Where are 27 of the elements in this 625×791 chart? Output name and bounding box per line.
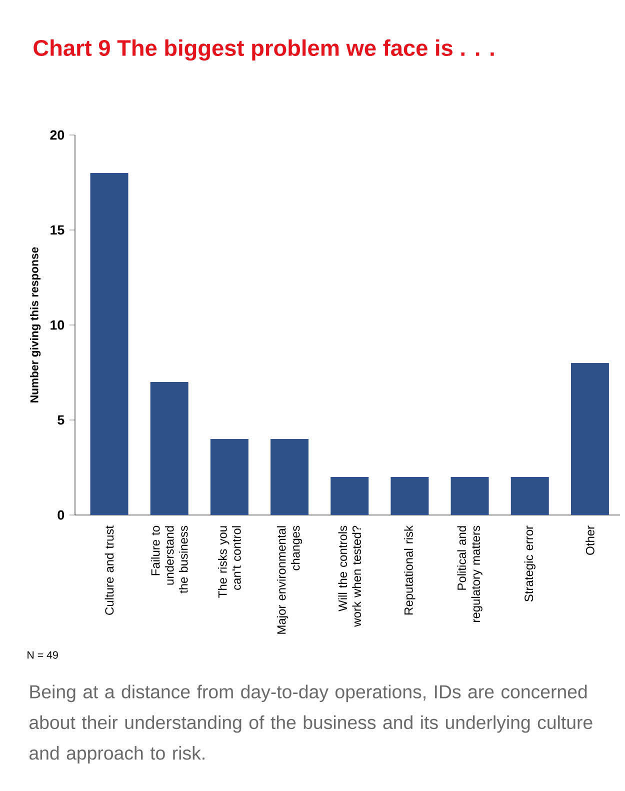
bar: [330, 477, 369, 516]
bar: [90, 173, 128, 516]
x-tick-label: Other: [586, 526, 594, 555]
y-tick-label: 5: [58, 415, 64, 425]
bar: [450, 477, 489, 516]
bar: [210, 439, 248, 516]
bar: [390, 477, 429, 516]
y-tick-label: 15: [50, 225, 64, 235]
bar: [270, 439, 309, 516]
bar: [150, 382, 188, 516]
x-tick-label: Strategic error: [524, 526, 536, 602]
y-tick-label: 0: [58, 510, 64, 520]
chart-title: Chart 9 The biggest problem we face is . . .: [34, 39, 494, 61]
bar: [570, 363, 609, 516]
y-axis-title: Number giving this response: [30, 247, 41, 402]
text: N = 49: [28, 651, 58, 659]
x-tick-label: Reputational risk: [404, 525, 416, 614]
y-tick-label: 10: [50, 320, 64, 330]
x-tick-label: The risks you can't control: [218, 526, 241, 598]
x-tick-label: Failure to understand the business: [150, 526, 188, 594]
bar: [510, 477, 549, 516]
x-tick-label: Political and regulatory matters: [457, 526, 482, 622]
y-tick-label: 20: [50, 130, 64, 140]
x-tick-label: Major environmental changes: [276, 526, 302, 634]
x-tick-label: Will the controls work when tested?: [338, 526, 362, 627]
text: Being at a distance from day-to-day operations, IDs are concerned about their understanding of the business and its underlying culture and approach to risk.: [30, 684, 592, 764]
x-tick-label: Culture and trust: [104, 526, 114, 615]
